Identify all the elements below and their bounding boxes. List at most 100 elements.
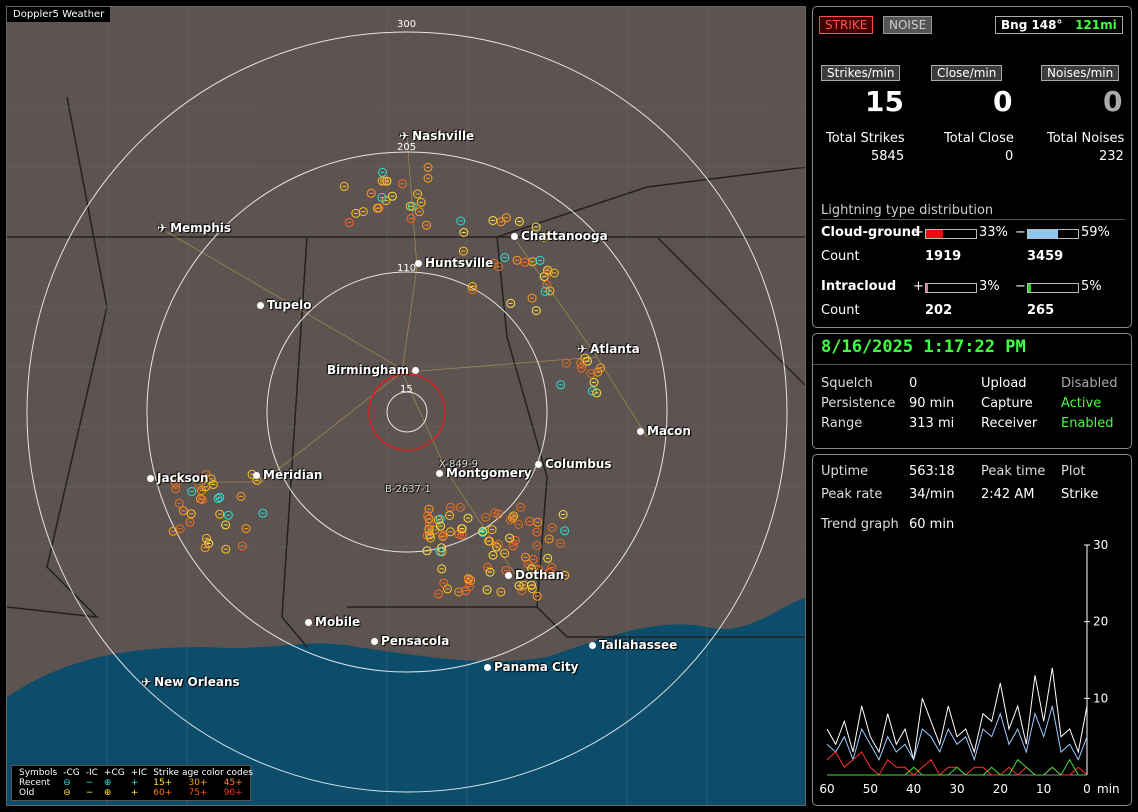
x-tick-label: 30 — [949, 782, 964, 796]
strike-symbol — [454, 587, 464, 597]
strike-symbol — [221, 520, 231, 530]
strike-symbol — [544, 267, 553, 277]
strike-symbol — [478, 526, 488, 536]
city-montgomery: Montgomery — [436, 466, 532, 480]
strike-symbol — [457, 524, 467, 534]
legend-pos-cg: +CG — [103, 768, 125, 778]
cg-positive-count: 1919 — [925, 249, 962, 264]
strike-symbol — [527, 293, 537, 303]
strike-symbol — [500, 548, 510, 558]
state-borders — [7, 96, 805, 648]
range-value: 313 mi — [909, 416, 955, 431]
strike-symbol — [533, 564, 543, 574]
strike-symbol — [372, 203, 382, 213]
city-macon: Macon — [637, 424, 691, 438]
bearing-value: Bng 148° — [1001, 18, 1063, 32]
x-tick-label: 10 — [1036, 782, 1051, 796]
strike-symbol — [405, 201, 415, 211]
legend-symbols: Symbols — [19, 768, 58, 778]
pos-ic-old-icon: + — [130, 788, 139, 798]
strike-symbol — [187, 487, 197, 496]
strike-symbol — [547, 523, 557, 533]
strike-symbol — [457, 530, 467, 540]
strike-symbol — [423, 511, 433, 521]
y-tick-label: 10 — [1093, 691, 1108, 705]
distribution-title: Lightning type distribution — [821, 203, 994, 218]
strike-symbol — [424, 524, 434, 534]
strike-symbol — [423, 162, 433, 172]
strike-symbol — [496, 587, 506, 597]
strike-symbol — [200, 543, 210, 553]
strike-symbol — [582, 356, 592, 366]
ic-negative-bar — [1027, 283, 1079, 293]
cg-count-label: Count — [821, 249, 860, 264]
radar-map[interactable]: 300 205 110 15 Doppler5 Weather ✈ Nashvil… — [6, 6, 806, 806]
strike-symbol — [481, 512, 491, 522]
strike-symbol — [535, 255, 545, 265]
strike-symbol — [171, 478, 181, 488]
neg-ic-old-icon: − — [85, 788, 94, 798]
strike-symbol — [213, 493, 223, 503]
strike-symbol — [439, 530, 449, 540]
range-label-300: 300 — [397, 19, 416, 30]
strike-symbol — [532, 527, 542, 537]
bearing-readout: Bng 148° 121mi — [995, 16, 1123, 34]
intracloud-label: Intracloud — [821, 279, 897, 294]
airport-icon: ✈ — [141, 675, 152, 689]
strike-symbol — [525, 516, 535, 526]
strike-button[interactable]: STRIKE — [819, 16, 874, 34]
marker-x: X-849-9 — [439, 459, 479, 470]
receiver-value: Enabled — [1061, 416, 1114, 431]
upload-label: Upload — [981, 376, 1027, 391]
gulf-water — [7, 597, 805, 805]
strike-symbol — [490, 508, 500, 518]
trend-chart: 30 20 10 60 50 40 30 20 10 0 min — [819, 538, 1119, 796]
squelch-value: 0 — [909, 376, 918, 391]
airport-icon: ✈ — [577, 342, 588, 356]
strike-symbol — [463, 513, 473, 523]
receiver-label: Receiver — [981, 416, 1038, 431]
strike-symbol — [547, 563, 557, 572]
strike-symbol — [494, 509, 503, 519]
age-15: 15+ — [153, 778, 173, 788]
noise-button[interactable]: NOISE — [883, 16, 933, 34]
city-pensacola: Pensacola — [371, 634, 449, 648]
strike-symbol — [482, 585, 492, 595]
app-title: Doppler5 Weather — [7, 7, 111, 22]
city-memphis: ✈ Memphis — [157, 221, 232, 235]
trend-panel: Uptime 563:18 Peak time Plot Peak rate 3… — [812, 454, 1132, 806]
upload-value: Disabled — [1061, 376, 1118, 391]
strike-symbol — [508, 513, 517, 523]
strike-symbol — [422, 546, 432, 556]
age-90: 90+ — [223, 788, 243, 798]
neg-cg-recent-icon: ⊖ — [63, 778, 71, 788]
strike-symbol — [556, 538, 565, 548]
strike-symbol — [456, 216, 466, 226]
close-per-min-value: 0 — [993, 85, 1013, 118]
trend-graph-label: Trend graph — [821, 517, 899, 532]
plot-label: Plot — [1061, 464, 1086, 479]
strike-symbol — [215, 509, 225, 519]
city-new-orleans: ✈ New Orleans — [141, 675, 240, 689]
strike-symbol — [433, 515, 443, 525]
x-tick-label: 40 — [906, 782, 921, 796]
strike-symbol — [493, 539, 503, 549]
strike-symbol — [501, 213, 511, 223]
plot-value[interactable]: Strike — [1061, 487, 1099, 502]
strike-symbol — [434, 589, 444, 599]
close-per-min-header: Close/min — [931, 65, 1003, 81]
strike-symbol — [586, 369, 596, 379]
strike-symbol — [435, 547, 445, 556]
uptime-value: 563:18 — [909, 464, 955, 479]
strike-symbol — [379, 176, 389, 186]
strike-symbol — [506, 298, 516, 308]
strike-symbol — [560, 570, 570, 580]
strike-symbol — [510, 535, 520, 545]
strike-symbol — [592, 388, 602, 398]
strike-symbol — [505, 515, 515, 525]
ic-positive-pct: 3% — [979, 279, 1000, 294]
city-atlanta: ✈ Atlanta — [577, 342, 640, 356]
range-label-15: 15 — [400, 384, 413, 395]
x-tick-label: 60 — [819, 782, 834, 796]
strike-symbol — [241, 524, 251, 534]
